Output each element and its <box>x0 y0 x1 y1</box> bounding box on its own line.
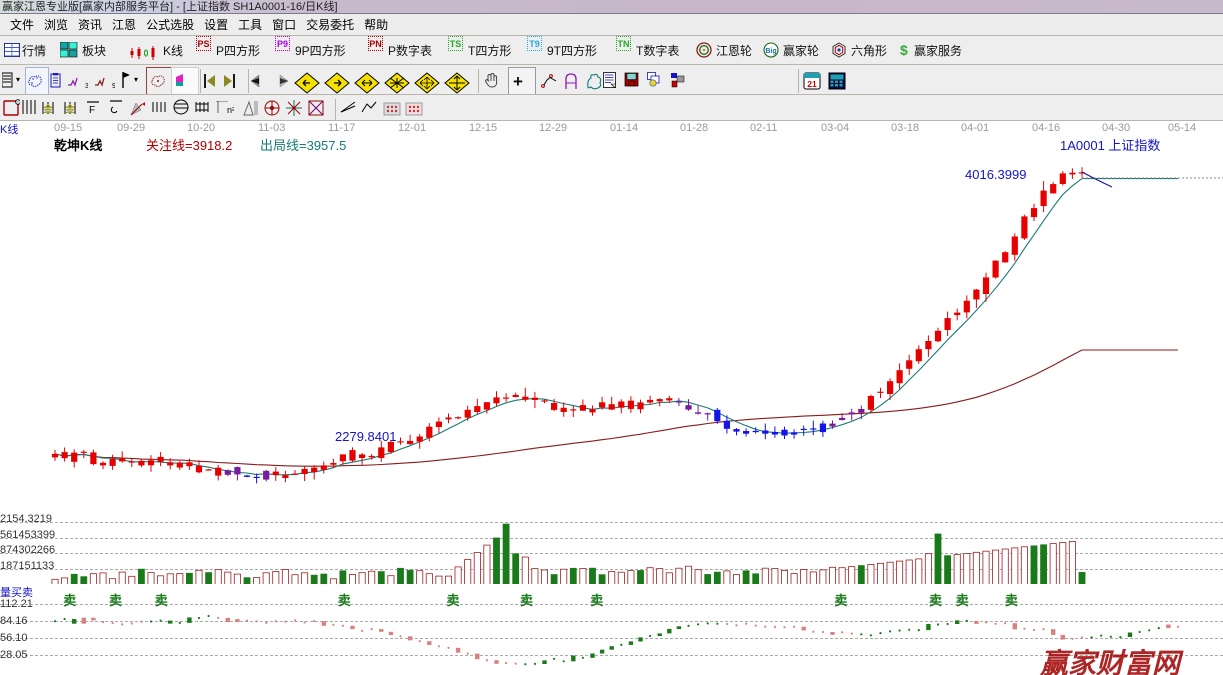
svg-text:金: 金 <box>42 103 53 114</box>
svg-text:9: 9 <box>112 83 115 88</box>
svg-text:Big: Big <box>765 48 776 55</box>
svg-text:21: 21 <box>807 79 817 89</box>
svg-text:金: 金 <box>64 103 75 114</box>
svg-text:F: F <box>89 105 95 116</box>
svg-text:n²: n² <box>227 105 234 115</box>
svg-text:3: 3 <box>85 83 88 88</box>
